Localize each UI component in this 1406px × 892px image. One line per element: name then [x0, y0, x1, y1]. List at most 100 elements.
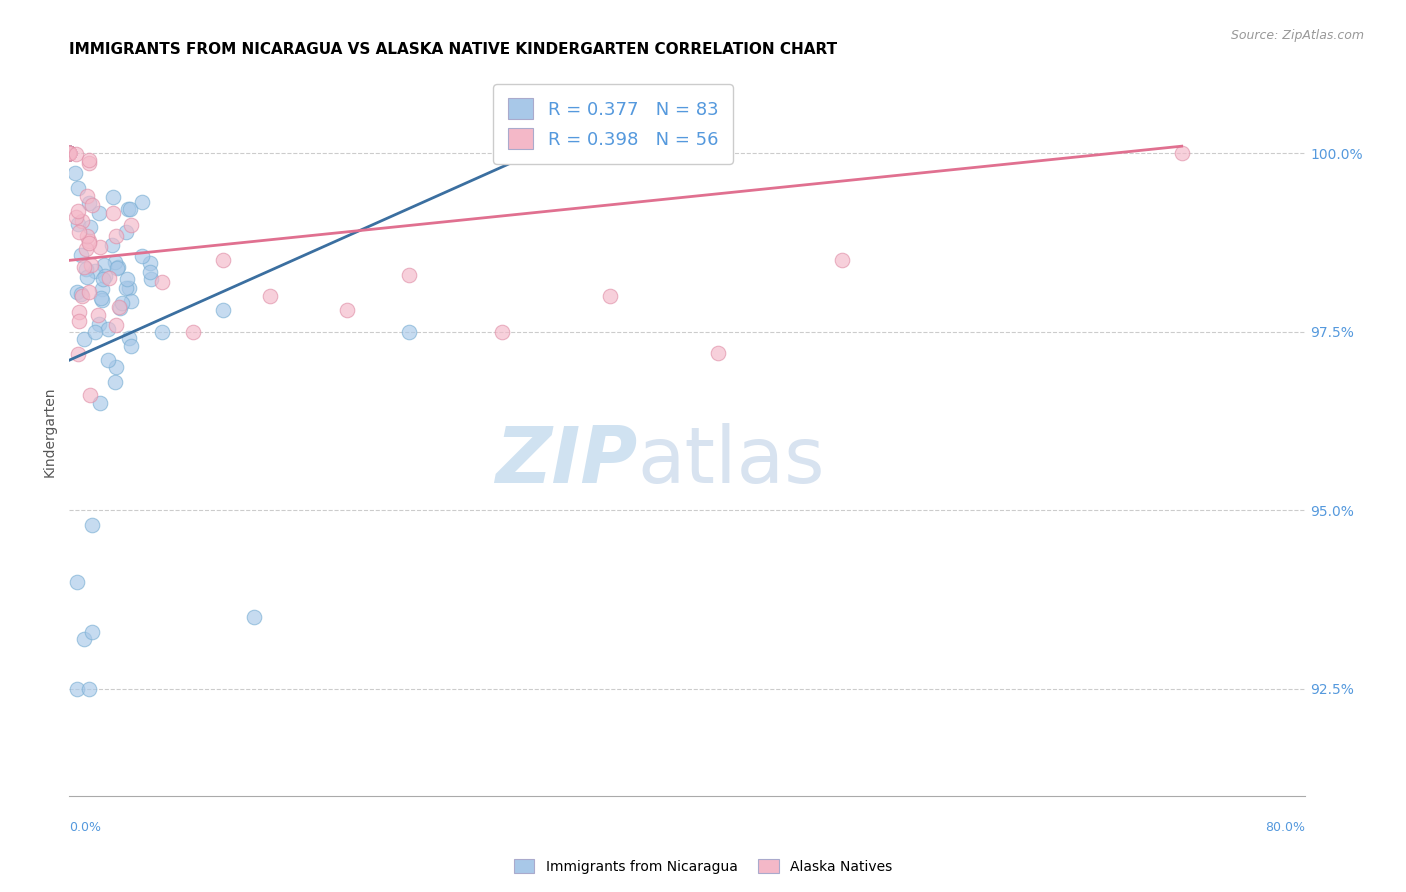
Point [108, 301, 131, 316]
Point [89, 291, 111, 305]
Point [117, 202, 139, 216]
Point [58, 146, 80, 161]
Point [103, 206, 125, 220]
Point [58, 146, 80, 161]
Point [87, 309, 110, 323]
Point [76, 228, 98, 243]
Point [58, 146, 80, 161]
Point [58, 146, 80, 161]
Point [111, 296, 134, 310]
Point [114, 281, 136, 295]
Legend: R = 0.377   N = 83, R = 0.398   N = 56: R = 0.377 N = 83, R = 0.398 N = 56 [494, 84, 733, 163]
Point [98, 271, 121, 285]
Point [67, 347, 90, 361]
Point [212, 303, 235, 318]
Point [104, 375, 127, 389]
Point [58, 146, 80, 161]
Point [131, 194, 153, 209]
Point [58, 146, 80, 161]
Point [491, 325, 513, 339]
Point [67, 225, 90, 239]
Point [73, 333, 96, 347]
Point [66, 181, 89, 195]
Point [118, 281, 141, 295]
Point [121, 294, 143, 309]
Point [66, 574, 89, 589]
Text: atlas: atlas [638, 423, 825, 499]
Point [398, 268, 420, 282]
Point [79, 219, 101, 234]
Point [77, 156, 100, 170]
Point [150, 325, 173, 339]
Point [259, 289, 281, 303]
Point [141, 271, 163, 285]
Point [63, 166, 86, 180]
Point [139, 256, 162, 270]
Point [58, 146, 80, 161]
Point [58, 146, 80, 161]
Point [67, 314, 90, 328]
Point [181, 325, 204, 339]
Point [115, 272, 138, 286]
Point [84, 263, 107, 277]
Point [150, 275, 173, 289]
Point [66, 203, 89, 218]
Point [70, 248, 93, 262]
Point [58, 146, 80, 161]
Text: 0.0%: 0.0% [69, 821, 101, 834]
Point [66, 285, 89, 299]
Point [1171, 146, 1194, 161]
Text: ZIP: ZIP [495, 423, 638, 499]
Point [58, 146, 80, 161]
Text: Source: ZipAtlas.com: Source: ZipAtlas.com [1230, 29, 1364, 43]
Point [58, 146, 80, 161]
Point [707, 346, 730, 360]
Point [91, 293, 114, 308]
Point [120, 202, 142, 216]
Point [70, 213, 93, 227]
Point [58, 146, 80, 161]
Point [76, 270, 98, 285]
Point [58, 146, 80, 161]
Point [73, 260, 96, 274]
Point [82, 198, 104, 212]
Point [58, 146, 80, 161]
Point [120, 339, 142, 353]
Point [58, 146, 80, 161]
Point [58, 146, 80, 161]
Point [58, 146, 80, 161]
Point [83, 325, 105, 339]
Point [107, 260, 129, 275]
Point [77, 236, 100, 251]
Text: 80.0%: 80.0% [1265, 821, 1305, 834]
Point [94, 269, 117, 284]
Point [101, 190, 124, 204]
Point [131, 249, 153, 263]
Point [77, 195, 100, 210]
Point [66, 217, 89, 231]
Point [82, 517, 104, 532]
Point [93, 258, 115, 272]
Point [336, 303, 359, 318]
Point [97, 353, 120, 368]
Point [93, 271, 115, 285]
Point [89, 396, 111, 410]
Point [58, 146, 80, 161]
Point [105, 261, 128, 276]
Legend: Immigrants from Nicaragua, Alaska Natives: Immigrants from Nicaragua, Alaska Native… [506, 852, 900, 880]
Point [114, 225, 136, 239]
Point [101, 237, 124, 252]
Point [58, 146, 80, 161]
Point [58, 146, 80, 161]
Point [87, 317, 110, 331]
Point [831, 253, 853, 268]
Point [104, 318, 127, 332]
Point [89, 206, 111, 220]
Point [77, 234, 100, 248]
Point [75, 242, 97, 256]
Point [58, 146, 80, 161]
Point [76, 189, 98, 203]
Point [105, 228, 128, 243]
Point [77, 153, 100, 167]
Point [108, 300, 131, 314]
